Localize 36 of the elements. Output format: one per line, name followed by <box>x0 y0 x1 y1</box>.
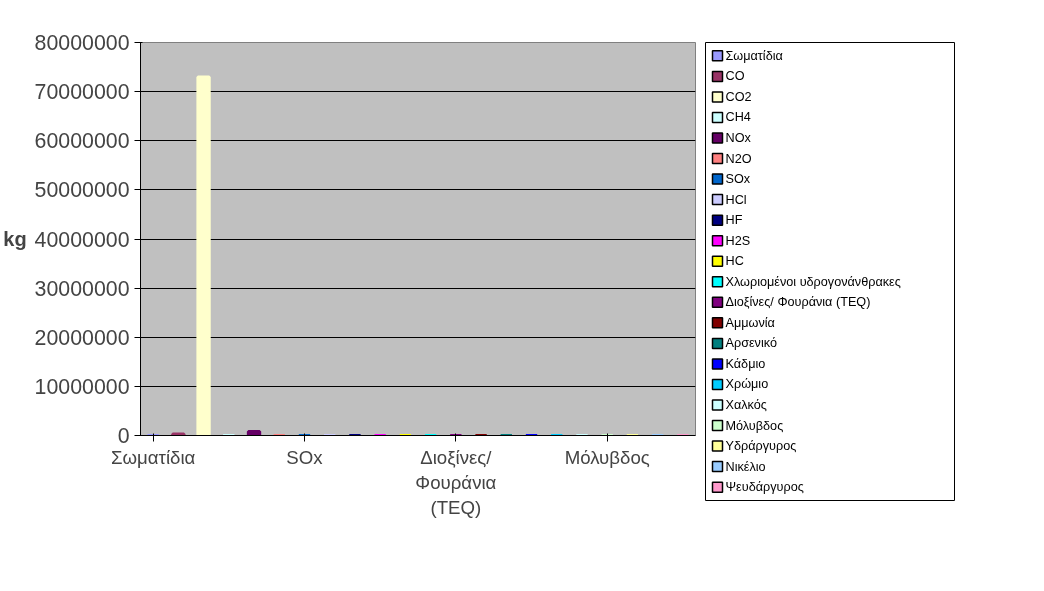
legend-label: Κάδμιο <box>725 356 766 371</box>
y-tick-label: 10000000 <box>34 374 130 399</box>
legend-label: HF <box>725 213 743 228</box>
x-tick-label: Διοξίνες/ Φουράνια (TEQ) <box>415 446 497 518</box>
legend-label: Διοξίνες/ Φουράνια (TEQ) <box>725 295 871 310</box>
legend-label: SOx <box>725 172 751 187</box>
y-tick-label: 50000000 <box>34 178 130 203</box>
legend-label: Υδράργυρος <box>725 439 797 454</box>
legend-label: Χρώμιο <box>725 377 769 392</box>
legend-label: CO2 <box>725 89 752 104</box>
y-tick-label: 70000000 <box>34 80 130 105</box>
legend-label: Αρσενικό <box>725 336 777 351</box>
y-tick-label: 0 <box>117 424 130 448</box>
legend-label: Χλωριομένοι υδρογονάνθρακες <box>725 274 901 289</box>
x-tick-label: SOx <box>286 446 324 468</box>
y-axis-title: kg <box>3 228 27 250</box>
legend-label: H2S <box>725 233 751 248</box>
legend-label: NOx <box>725 131 752 145</box>
legend-label: HCl <box>725 192 747 207</box>
legend-label: HC <box>725 254 744 269</box>
legend-label: Νικέλιο <box>725 459 766 474</box>
x-tick-label: Σωματίδια <box>110 446 196 468</box>
y-tick-label: 40000000 <box>34 227 130 252</box>
legend-label: Σωματίδια <box>725 48 783 63</box>
legend-label: N2O <box>725 151 752 166</box>
x-tick-label: Μόλυβδος <box>564 446 650 468</box>
legend-label: CH4 <box>725 110 751 125</box>
y-tick-label: 80000000 <box>34 31 130 55</box>
legend-label: Χαλκός <box>725 398 767 412</box>
y-tick-label: 60000000 <box>34 129 130 154</box>
legend-label: Αμμωνία <box>725 315 775 330</box>
legend-label: Ψευδάργυρος <box>725 480 804 495</box>
legend-label: CO <box>725 69 745 84</box>
y-tick-label: 20000000 <box>34 325 130 350</box>
legend-label: Μόλυβδος <box>725 418 784 433</box>
y-tick-label: 30000000 <box>34 276 130 301</box>
